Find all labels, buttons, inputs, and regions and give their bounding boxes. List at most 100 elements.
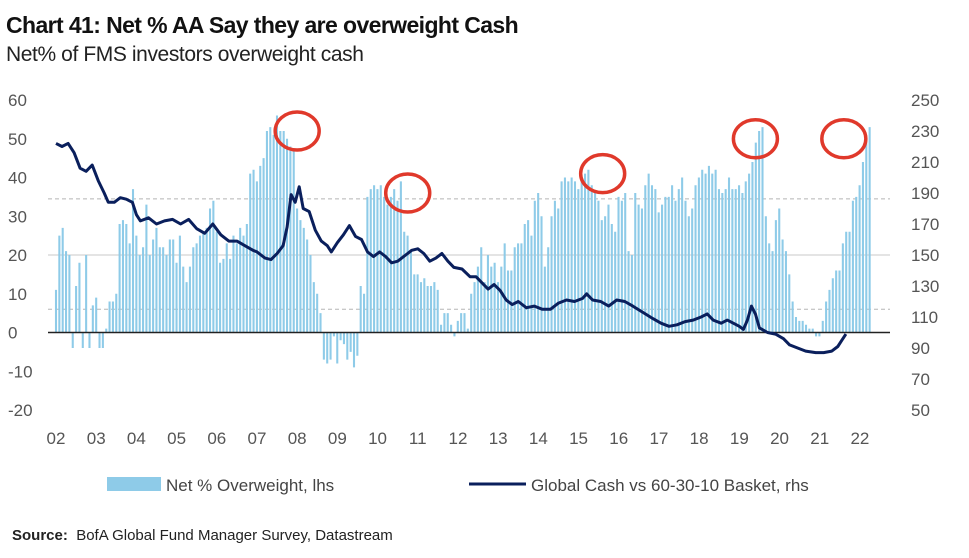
bar [778,208,781,333]
bar [654,189,657,333]
x-tick-label: 06 [207,429,226,448]
bar [312,282,315,333]
bar [758,131,761,333]
bar [118,224,121,333]
bar [205,227,208,333]
y-left-tick-label: 50 [8,130,27,149]
bar [858,185,861,333]
bar [282,131,285,333]
bar [597,200,600,333]
bar [490,266,493,333]
chart-title: Chart 41: Net % AA Say they are overweig… [6,12,519,38]
bar [172,239,175,333]
y-right-tick-label: 110 [911,308,938,327]
bar [841,243,844,333]
bar [831,278,834,333]
bar [111,301,114,333]
x-tick-label: 12 [448,429,467,448]
x-tick-label: 09 [328,429,347,448]
bar [828,289,831,333]
bar [704,173,707,333]
bar [198,235,202,333]
y-right-tick-label: 230 [911,122,939,141]
bar [476,266,479,333]
bar [657,212,660,333]
y-right-tick-label: 150 [911,246,939,265]
bar [788,274,791,333]
bar [855,196,858,333]
bar [610,224,613,333]
bar [671,185,674,333]
bar [85,255,88,333]
x-tick-label: 21 [810,429,829,448]
source-note: Source: BofA Global Fund Manager Survey,… [12,527,393,544]
chart: 60 50 40 30 20 10 0 -10 -20 250 230 210 190 170 150 13… [8,91,939,495]
bar [570,177,573,333]
bar [466,328,469,333]
bar [838,270,841,333]
bar [697,177,700,333]
y-left-tick-label: 30 [8,207,27,226]
bar [768,243,771,333]
annotation-circle [731,118,780,160]
y-right-tick-label: 70 [911,370,930,389]
bar [701,169,704,333]
y-right-tick-label: 50 [911,401,930,420]
x-tick-label: 10 [368,429,387,448]
bar [339,332,342,341]
x-tick-label: 18 [690,429,709,448]
bar [178,235,181,333]
bar [162,247,165,333]
y-axis-right: 250 230 210 190 170 150 130 110 90 70 50 [911,91,939,420]
x-tick-label: 20 [770,429,789,448]
bar [547,247,550,333]
bar [804,324,808,333]
bar [845,231,848,333]
bar [748,173,751,333]
bar [647,173,650,333]
bar [734,189,737,333]
bar [771,251,774,333]
bar [222,258,225,333]
bar [727,177,731,333]
bar [640,208,643,333]
bar [386,204,389,333]
bar [175,262,178,333]
bar [691,208,694,333]
bar [229,258,232,333]
bar [764,216,767,333]
bar [818,332,821,337]
bar [503,243,506,333]
bar [577,189,580,333]
bar [91,305,94,333]
bar [366,196,369,333]
bar [523,224,526,333]
bar [473,282,476,333]
bar [553,200,556,333]
bar [138,255,141,333]
bar [235,243,238,333]
bar [684,200,687,333]
bar [195,243,198,333]
bar [583,173,587,333]
bar [624,193,627,333]
bar [714,169,717,333]
bar [825,301,828,333]
bar [416,274,419,333]
bar [101,332,104,348]
chart-subtitle: Net% of FMS investors overweight cash [6,43,364,66]
bar [738,185,741,333]
bar [75,286,78,333]
bar [754,142,757,333]
y-left-tick-label: 0 [8,324,17,343]
bar [794,317,798,333]
bar [423,278,426,333]
reference-lines [48,198,890,310]
bar [861,162,864,333]
bar [456,320,459,333]
bar [326,332,329,364]
legend-label-line: Global Cash vs 60-30-10 Basket, rhs [531,476,809,495]
bar [225,243,228,333]
x-tick-label: 05 [167,429,186,448]
bar [687,216,690,333]
